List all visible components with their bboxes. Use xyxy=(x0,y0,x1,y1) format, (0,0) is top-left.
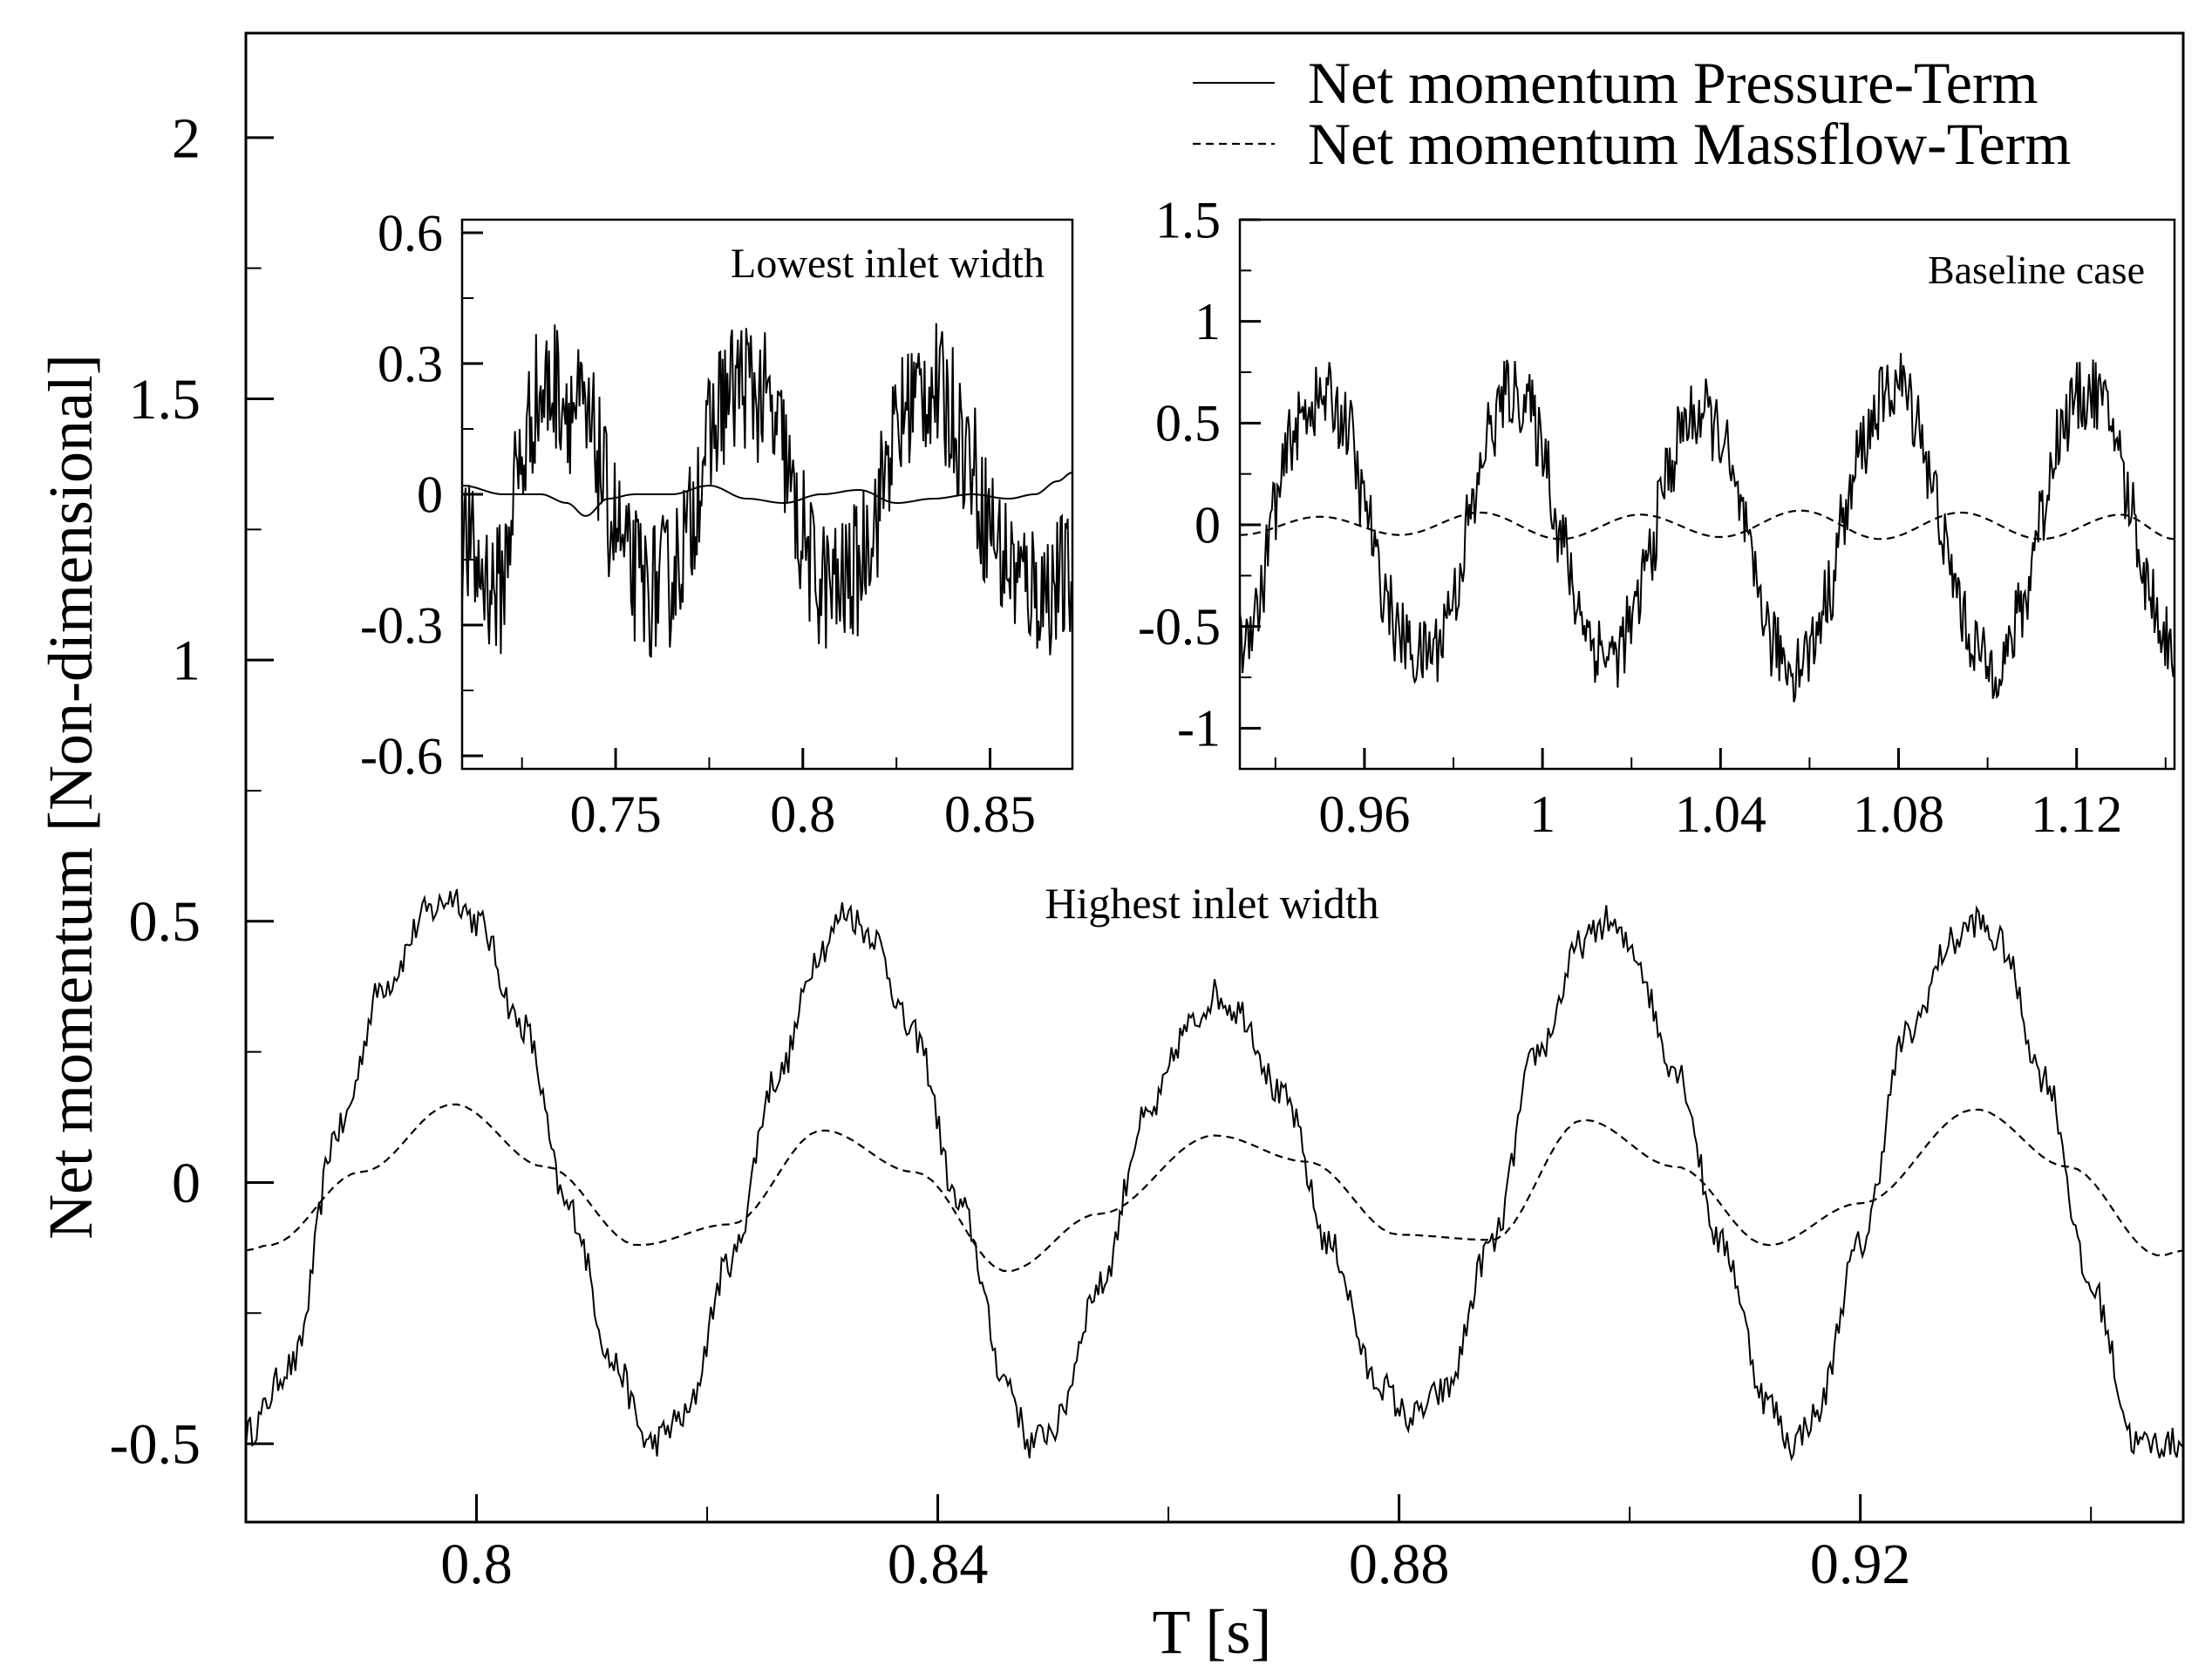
inset-right-xtick-label: 1.04 xyxy=(1675,785,1766,843)
inset-left-series xyxy=(461,323,1073,658)
inset-left-ytick-label: -0.3 xyxy=(360,596,443,654)
inset-right-ticks: 0.96 1 1.04 1.08 1.12 -1 -0.5 0 0.5 1 1.5 xyxy=(1138,191,2167,843)
inset-right-ytick-label: 1.5 xyxy=(1155,191,1221,248)
y-axis-label: Net momentum [Non-dimensional] xyxy=(36,354,105,1240)
inset-right-series-pressure xyxy=(1239,352,2175,703)
legend-pressure-label: Net momentum Pressure-Term xyxy=(1308,50,2038,116)
inset-left-xtick-label: 0.8 xyxy=(770,785,835,843)
inset-right-xtick-label: 1.12 xyxy=(2031,785,2122,843)
main-xtick-label: 0.92 xyxy=(1810,1533,1911,1596)
inset-right-series xyxy=(1239,352,2175,703)
main-chart-title: Highest inlet width xyxy=(1045,879,1378,928)
main-ytick-label: 1.5 xyxy=(129,368,201,432)
legend: Net momentum Pressure-Term Net momentum … xyxy=(1193,50,2071,177)
main-series-pressure xyxy=(245,888,2184,1462)
inset-left-title: Lowest inlet width xyxy=(731,241,1045,287)
main-xtick-label: 0.88 xyxy=(1349,1533,1450,1596)
inset-right-frame xyxy=(1238,218,2176,771)
legend-massflow-label: Net momentum Massflow-Term xyxy=(1308,111,2071,177)
inset-left-xtick-label: 0.85 xyxy=(944,785,1036,843)
x-axis-label: T [s] xyxy=(1153,1597,1272,1667)
inset-right-ytick-label: 0 xyxy=(1194,496,1221,554)
main-xtick-label: 0.8 xyxy=(440,1533,513,1596)
inset-left-series-massflow xyxy=(461,472,1073,517)
inset-right-xtick-label: 1.08 xyxy=(1853,785,1944,843)
main-ytick-label: -0.5 xyxy=(110,1413,201,1477)
inset-left-ytick-label: 0.6 xyxy=(378,204,443,262)
inset-left-series-pressure xyxy=(461,323,1073,658)
inset-left-ticks: 0.75 0.8 0.85 -0.6 -0.3 0 0.3 0.6 xyxy=(360,204,1036,843)
inset-left-ytick-label: -0.6 xyxy=(360,727,443,785)
inset-right-ytick-label: 0.5 xyxy=(1155,395,1221,452)
main-series-massflow xyxy=(245,1103,2184,1272)
main-xtick-label: 0.84 xyxy=(888,1533,989,1596)
inset-left-ytick-label: 0.3 xyxy=(378,335,443,392)
inset-right-ytick-label: 1 xyxy=(1194,293,1221,350)
main-ticks: 0.8 0.84 0.88 0.92 -0.5 0 0.5 1 1.5 2 xyxy=(110,106,2093,1596)
inset-right-xtick-label: 1 xyxy=(1529,785,1555,843)
main-ytick-label: 2 xyxy=(172,106,201,170)
inset-right-title: Baseline case xyxy=(1928,248,2145,292)
inset-right-ytick-label: -1 xyxy=(1177,700,1221,758)
main-plot-frame xyxy=(244,31,2185,1524)
inset-right-xtick-label: 0.96 xyxy=(1318,785,1410,843)
inset-right-ytick-label: -0.5 xyxy=(1138,598,1221,656)
inset-right-series-massflow xyxy=(1239,509,2175,540)
inset-left-ytick-label: 0 xyxy=(417,466,443,523)
main-ytick-label: 0 xyxy=(172,1152,201,1215)
main-series xyxy=(245,888,2184,1462)
main-ytick-label: 1 xyxy=(172,629,201,693)
main-ytick-label: 0.5 xyxy=(129,890,201,954)
inset-left-xtick-label: 0.75 xyxy=(570,785,662,843)
